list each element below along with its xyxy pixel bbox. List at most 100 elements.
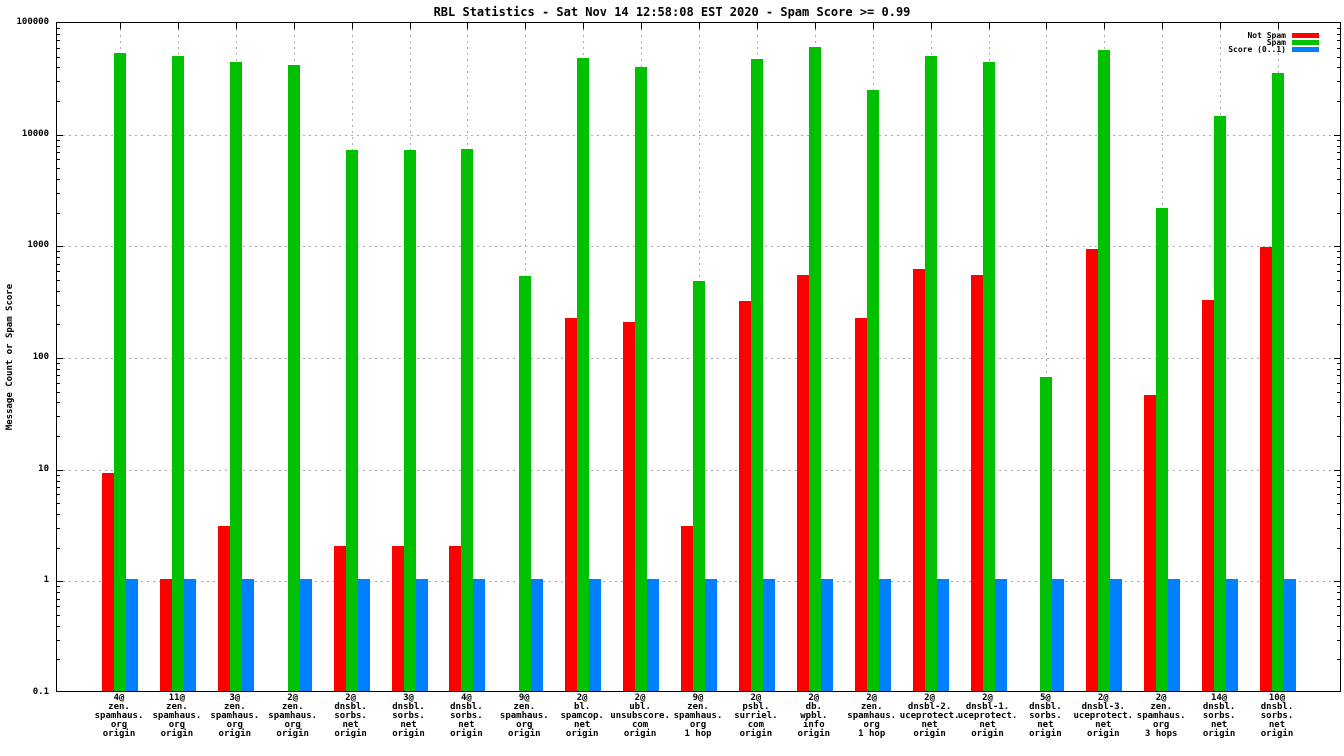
x-tick-label-line: 2@ xyxy=(808,693,820,703)
bar-score-0-1 xyxy=(126,579,138,691)
y-minor-tick xyxy=(57,402,60,404)
bar-spam xyxy=(693,280,705,691)
y-minor-tick xyxy=(57,614,60,616)
x-tick-top xyxy=(525,23,527,29)
x-tick-label-line: info xyxy=(802,720,825,730)
y-minor-tick xyxy=(1337,145,1340,147)
x-tick-label-line: 2@ xyxy=(982,693,993,703)
y-minor-tick xyxy=(57,251,60,253)
y-minor-tick xyxy=(57,436,60,438)
x-tick-label-line: dnsbl. xyxy=(334,702,367,712)
y-minor-tick xyxy=(57,324,60,326)
x-tick-label: 2@ dnsbl. sorbs. net origin xyxy=(334,694,367,739)
x-tick-label-line: sorbs. xyxy=(450,711,483,721)
x-tick-label-line: 3@ xyxy=(229,693,241,703)
x-tick-label-line: 2@ xyxy=(1155,693,1167,703)
y-minor-tick xyxy=(57,494,60,496)
x-tick-label-line: zen. xyxy=(687,702,709,712)
bar-spam xyxy=(229,61,242,691)
y-minor-tick xyxy=(57,625,60,627)
x-tick-top xyxy=(814,23,816,29)
x-tick-label-line: spamhaus. xyxy=(210,711,260,721)
x-tick-label: 2@ db. wpbl. info origin xyxy=(798,694,831,739)
x-tick-top xyxy=(583,23,585,29)
x-tick-label-line: spamhaus. xyxy=(673,711,723,721)
bar-spam xyxy=(982,61,995,691)
y-minor-tick xyxy=(57,416,60,418)
x-tick-label-line: 10@ xyxy=(1268,693,1286,703)
y-minor-tick xyxy=(1337,606,1340,608)
x-tick-label-line: origin xyxy=(508,729,541,739)
y-tick-label: 10 xyxy=(38,463,49,474)
bar-not-spam xyxy=(681,526,693,691)
x-tick-label-line: zen. xyxy=(513,702,536,712)
x-tick-label-line: net xyxy=(1210,720,1228,730)
y-minor-tick xyxy=(57,56,60,58)
x-tick-top xyxy=(1162,23,1164,29)
x-tick-label-line: 2@ xyxy=(1097,693,1109,703)
bar-not-spam xyxy=(912,269,925,691)
x-tick-label-line: net xyxy=(979,720,996,730)
x-tick-top xyxy=(699,23,700,29)
x-tick-label-line: dnsbl. xyxy=(392,702,425,712)
bar-score-0-1 xyxy=(1052,579,1065,691)
y-major-tick xyxy=(1334,358,1340,359)
bar-score-0-1 xyxy=(762,579,775,691)
x-tick-label-line: origin xyxy=(739,729,773,739)
y-minor-tick xyxy=(1337,33,1340,35)
x-tick-label-line: uceprotect. xyxy=(1073,711,1134,721)
x-tick-label-line: spamhaus. xyxy=(152,711,202,721)
x-tick-label: 9@ zen. spamhaus. org 1 hop xyxy=(674,694,723,739)
x-tick-label-line: org xyxy=(284,720,301,730)
x-tick-top xyxy=(930,23,932,29)
y-minor-tick xyxy=(1337,368,1340,370)
x-tick-label-line: origin xyxy=(102,729,136,739)
x-tick-label-line: 2@ xyxy=(750,693,762,703)
x-tick-label-line: 3 hops xyxy=(1144,729,1178,739)
x-tick-label-line: psbl. xyxy=(742,702,770,712)
legend-item-not-spam: Not Spam xyxy=(1100,31,1319,39)
x-tick-label-line: org xyxy=(110,720,128,730)
x-tick-label-line: zen. xyxy=(166,702,188,712)
bar-spam xyxy=(750,58,763,691)
x-tick-label-line: 2@ xyxy=(924,693,936,703)
bar-score-0-1 xyxy=(1226,579,1239,691)
y-major-tick xyxy=(1334,581,1340,583)
x-tick-label-line: spamhaus. xyxy=(268,711,318,721)
y-minor-tick xyxy=(1337,382,1340,384)
legend-label: Score (0..1) xyxy=(1228,45,1286,55)
x-tick-label-line: bl. xyxy=(574,702,591,712)
bar-not-spam xyxy=(333,545,346,691)
bar-not-spam xyxy=(623,322,636,691)
y-minor-tick xyxy=(1337,56,1340,58)
x-tick-label-line: net xyxy=(574,720,591,730)
y-major-tick xyxy=(57,581,63,583)
x-tick-label-line: dnsbl. xyxy=(1260,702,1294,712)
x-tick-label-line: org xyxy=(516,720,533,730)
x-tick-label-line: origin xyxy=(565,729,599,739)
x-tick-label: 4@ dnsbl. sorbs. net origin xyxy=(450,694,483,739)
y-minor-tick xyxy=(1337,375,1340,377)
bar-score-0-1 xyxy=(357,579,370,691)
y-minor-tick xyxy=(57,159,60,161)
bar-score-0-1 xyxy=(183,579,196,691)
x-tick-label: 2@ dnsbl-3. uceprotect. net origin xyxy=(1073,694,1133,739)
x-tick-label-line: net xyxy=(1095,720,1112,730)
y-minor-tick xyxy=(57,168,60,170)
bar-score-0-1 xyxy=(473,579,486,691)
y-minor-tick xyxy=(1337,592,1340,594)
y-minor-tick xyxy=(1337,168,1340,170)
bar-not-spam xyxy=(854,317,867,691)
bar-not-spam xyxy=(1086,249,1099,691)
y-minor-tick xyxy=(57,474,60,476)
x-tick-label-line: 2@ xyxy=(576,693,588,703)
bar-spam xyxy=(1040,376,1053,691)
y-major-tick xyxy=(1334,134,1340,136)
x-tick-label-line: origin xyxy=(450,729,483,739)
x-tick-label-line: dnsbl-1. xyxy=(965,702,1010,712)
y-tick-label: 1000 xyxy=(27,240,49,251)
bar-not-spam xyxy=(449,545,462,691)
bar-not-spam xyxy=(796,275,809,691)
y-minor-tick xyxy=(1337,480,1340,482)
